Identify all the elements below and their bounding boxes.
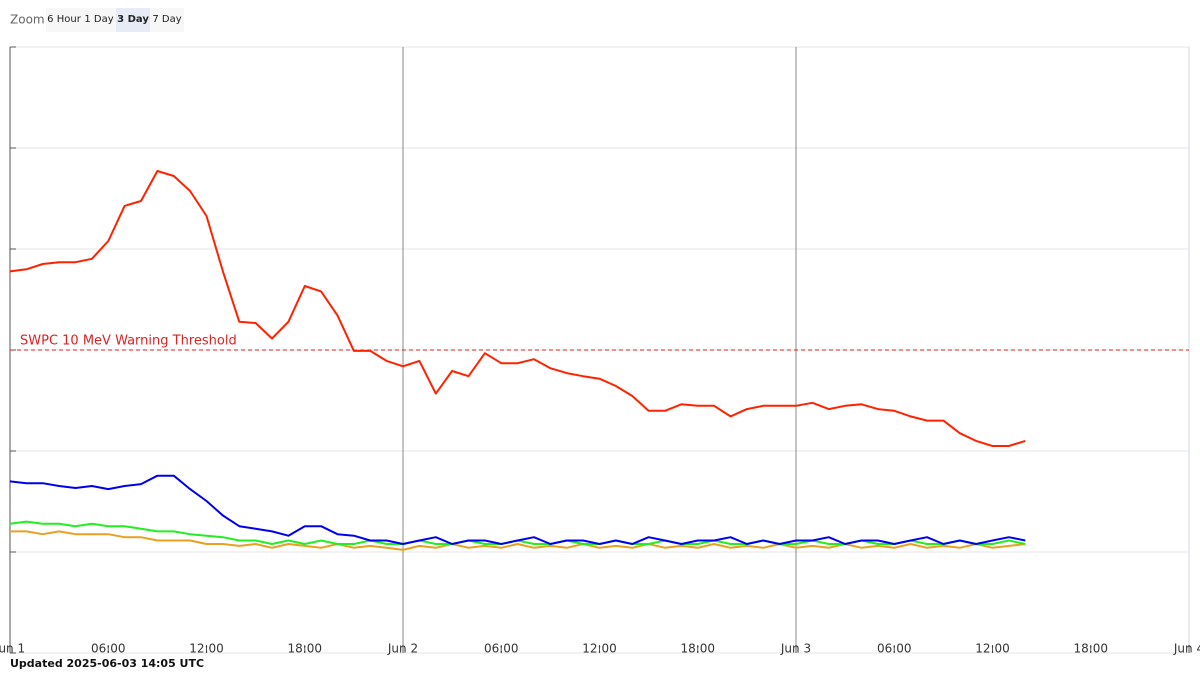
- x-tick-label: Jun 4: [1173, 642, 1200, 656]
- x-tick-label: Jun 3: [780, 642, 811, 656]
- zoom-button-label[interactable]: 1 Day: [84, 14, 113, 25]
- zoom-button-bg[interactable]: [82, 8, 116, 32]
- zoom-label: Zoom: [10, 13, 45, 27]
- zoom-button-bg[interactable]: [150, 8, 184, 32]
- x-tick-label: 18:00: [287, 642, 322, 656]
- x-tick-label: 12:00: [582, 642, 617, 656]
- x-tick-label: Jun 2: [387, 642, 418, 656]
- x-tick-label: Jun 1: [0, 642, 25, 656]
- x-tick-label: 18:00: [680, 642, 715, 656]
- zoom-button-bg[interactable]: [116, 8, 150, 32]
- footer: Updated 2025-06-03 14:05 UTC: [10, 657, 204, 670]
- series-line: [10, 530, 1026, 551]
- series-line: [9, 170, 1026, 447]
- series-line: [9, 474, 1026, 545]
- zoom-button[interactable]: 6 Hour: [46, 8, 82, 32]
- x-tick-label: 12:00: [189, 642, 224, 656]
- x-tick-label: 06:00: [91, 642, 126, 656]
- zoom-button[interactable]: 1 Day: [82, 8, 116, 32]
- zoom-button-label[interactable]: 6 Hour: [47, 14, 82, 25]
- x-tick-label: 06:00: [877, 642, 912, 656]
- threshold-label: SWPC 10 MeV Warning Threshold: [20, 334, 237, 349]
- zoom-button[interactable]: 7 Day: [150, 8, 184, 32]
- x-tick-label: 18:00: [1073, 642, 1108, 656]
- zoom-button-label[interactable]: 7 Day: [152, 14, 181, 25]
- zoom-button[interactable]: 3 Day: [116, 8, 150, 32]
- zoom-button-label[interactable]: 3 Day: [117, 14, 149, 25]
- x-tick-label: 12:00: [975, 642, 1010, 656]
- zoom-button-bg[interactable]: [46, 8, 82, 32]
- zoom-buttons: 6 Hour 1 Day 3 Day 7 Day: [46, 8, 184, 32]
- x-tick-label: 06:00: [484, 642, 519, 656]
